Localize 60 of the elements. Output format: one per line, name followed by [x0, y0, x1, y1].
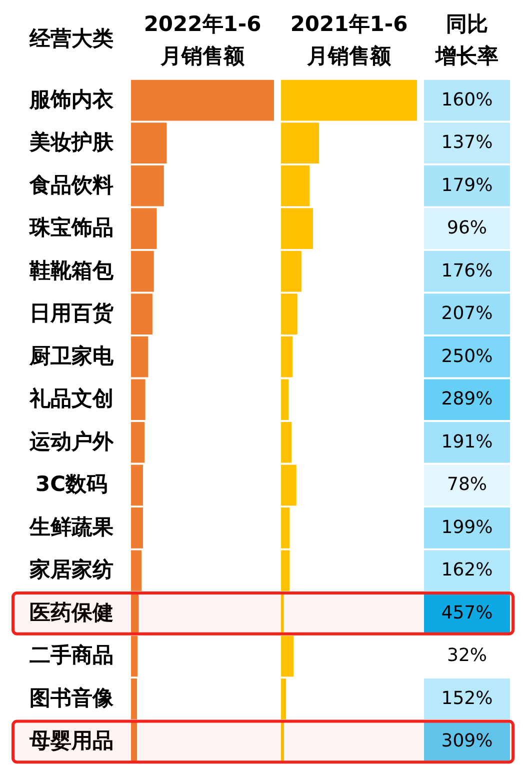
- y-tick-label: 礼品文创: [28, 386, 114, 411]
- bar: [281, 636, 294, 677]
- data-label: 176%: [441, 260, 493, 282]
- chart-title: 2022年1-6月销售额: [144, 12, 262, 68]
- bar: [131, 721, 138, 762]
- y-tick-label: 厨卫家电: [28, 344, 114, 368]
- y-tick-label: 二手商品: [30, 643, 114, 668]
- y-tick-label: 母婴用品: [28, 728, 114, 753]
- y-tick-label: 3C数码: [35, 472, 108, 496]
- bar: [131, 593, 139, 634]
- y-tick-label: 珠宝饰品: [28, 216, 114, 240]
- data-label: 162%: [441, 560, 493, 581]
- bar: [131, 507, 144, 548]
- data-label: 289%: [441, 388, 493, 410]
- data-label: 152%: [441, 688, 493, 709]
- data-label: 191%: [441, 431, 493, 452]
- data-label: 78%: [446, 474, 488, 496]
- bar: [131, 294, 152, 335]
- bar: [281, 250, 302, 292]
- data-label: 250%: [441, 346, 493, 367]
- bar: [281, 593, 284, 634]
- y-tick-label: 鞋靴箱包: [28, 258, 114, 282]
- bar: [131, 678, 138, 720]
- y-tick-label: 医药保健: [30, 600, 114, 624]
- y-tick-label: 美妆护肤: [28, 130, 114, 154]
- bar: [131, 80, 274, 121]
- data-label: 457%: [441, 602, 493, 624]
- bar: [131, 636, 138, 677]
- chart-title: 2021年1-6月销售额: [290, 12, 408, 68]
- bar: [281, 678, 286, 720]
- bar: [131, 550, 142, 592]
- y-tick-label: 生鲜蔬果: [28, 514, 114, 539]
- y-tick-label: 服饰内衣: [28, 87, 114, 112]
- y-axis-title: 经营大类: [28, 26, 114, 50]
- bar: [281, 294, 298, 335]
- y-tick-label: 运动户外: [28, 429, 114, 454]
- bar: [281, 208, 313, 249]
- y-tick-label: 日用百货: [30, 301, 114, 326]
- bar: [281, 165, 310, 206]
- data-label: 207%: [441, 303, 493, 324]
- data-label: 309%: [441, 730, 493, 752]
- chart-title: 同比增长率: [434, 12, 498, 68]
- bar: [131, 165, 164, 206]
- bar: [281, 122, 320, 164]
- y-tick-label: 食品饮料: [28, 172, 114, 197]
- bar: [131, 250, 154, 292]
- bar: [281, 507, 290, 548]
- y-tick-label: 家居家纺: [28, 558, 114, 582]
- data-label: 137%: [441, 132, 493, 154]
- data-label: 96%: [446, 218, 488, 239]
- bar: [281, 721, 284, 762]
- bar: [281, 550, 290, 592]
- bar: [131, 122, 167, 164]
- y-tick-label: 图书音像: [30, 686, 114, 710]
- data-label: 199%: [441, 516, 493, 538]
- data-label: 179%: [441, 174, 493, 196]
- data-label: 32%: [446, 645, 488, 666]
- data-label: 160%: [441, 89, 493, 110]
- bar: [131, 208, 157, 249]
- bar: [281, 80, 417, 121]
